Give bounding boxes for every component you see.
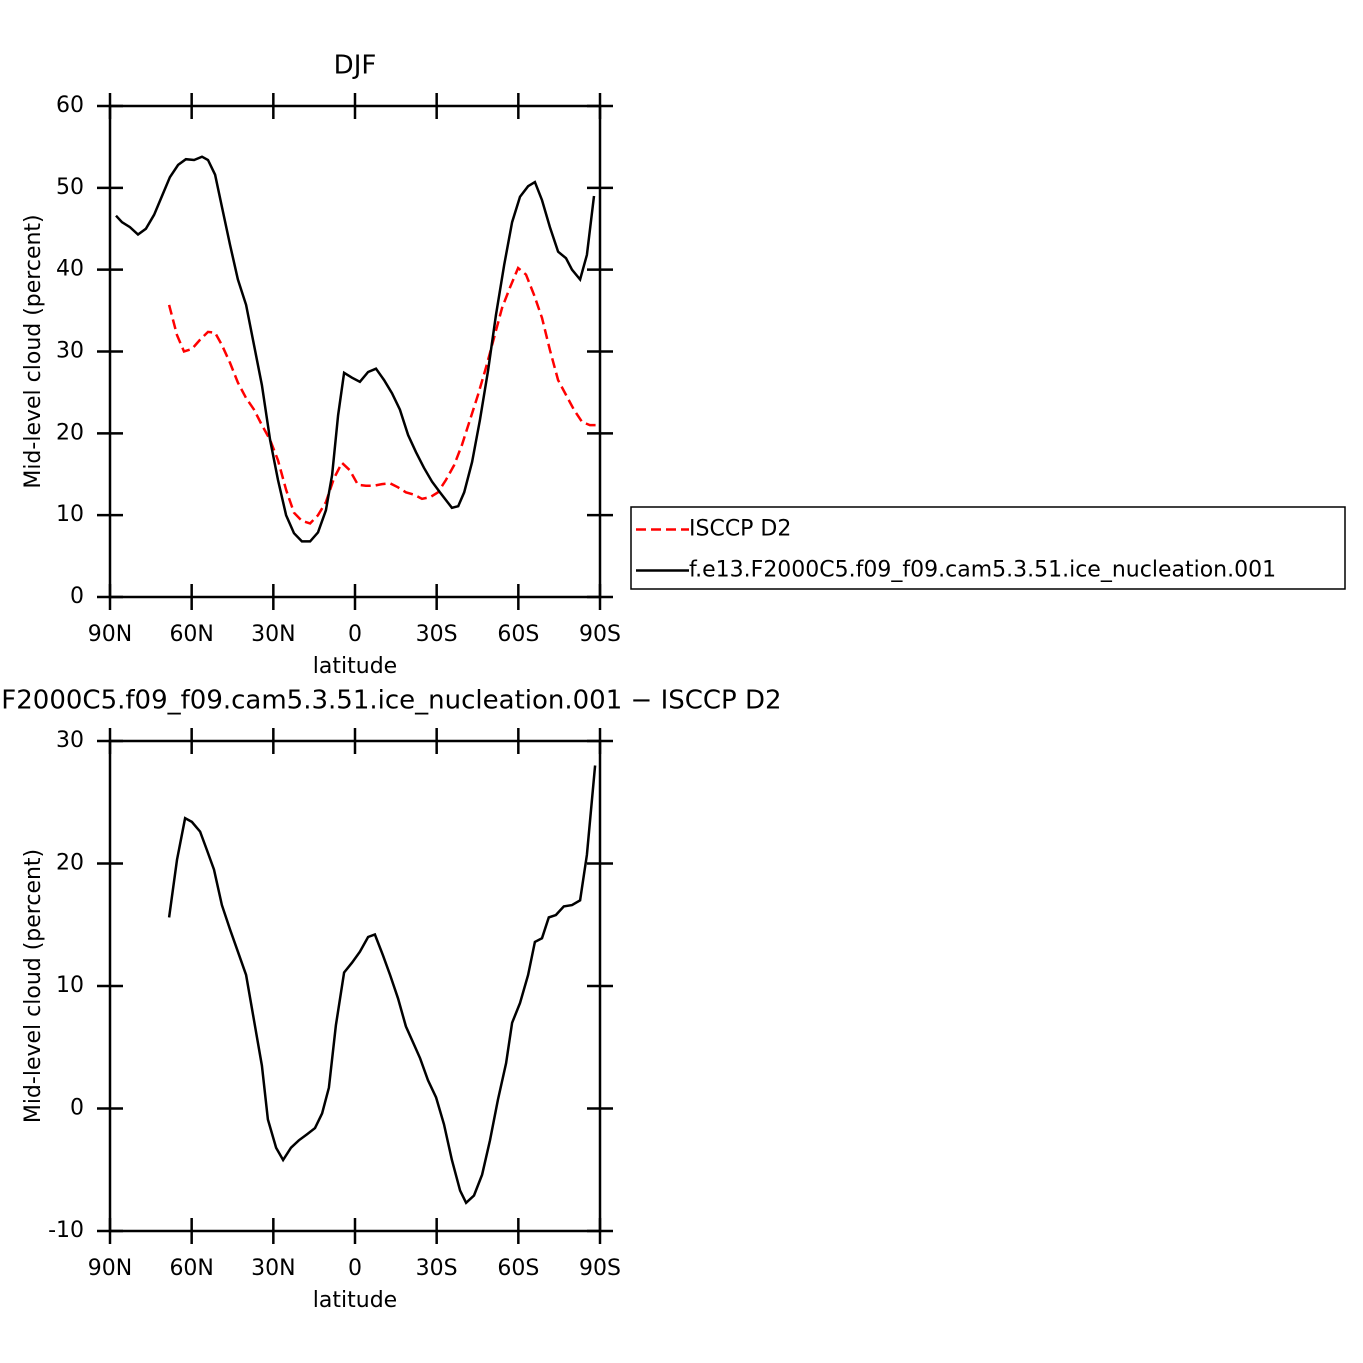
plot-frame bbox=[108, 104, 602, 599]
chart-title: DJF bbox=[334, 51, 377, 81]
y-tick-label: 30 bbox=[56, 339, 84, 364]
y-tick-label: 60 bbox=[56, 93, 84, 118]
x-tick-label: 60S bbox=[497, 1256, 539, 1281]
x-tick-label: 30N bbox=[251, 1256, 295, 1281]
x-tick-label: 90S bbox=[579, 1256, 621, 1281]
x-tick-label: 60S bbox=[497, 622, 539, 647]
y-tick-label: -10 bbox=[48, 1218, 84, 1243]
x-axis-label: latitude bbox=[313, 654, 397, 679]
legend-label: ISCCP D2 bbox=[689, 517, 791, 542]
y-tick-label: 10 bbox=[56, 502, 84, 527]
chart-title: f.e13.F2000C5.f09_f09.cam5.3.51.ice_nucl… bbox=[0, 686, 782, 716]
legend-box bbox=[630, 506, 1346, 590]
x-tick-label: 0 bbox=[348, 622, 362, 647]
x-tick-label: 60N bbox=[169, 1256, 213, 1281]
y-tick-label: 30 bbox=[56, 728, 84, 753]
plot-frame bbox=[108, 739, 602, 1233]
series-line bbox=[115, 155, 596, 543]
y-tick-label: 10 bbox=[56, 973, 84, 998]
y-tick-label: 0 bbox=[70, 584, 84, 609]
series-line bbox=[167, 765, 597, 1205]
y-tick-label: 20 bbox=[56, 420, 84, 445]
y-tick-label: 40 bbox=[56, 257, 84, 282]
y-tick-label: 0 bbox=[70, 1096, 84, 1121]
x-tick-label: 0 bbox=[348, 1256, 362, 1281]
y-axis-label: Mid-level cloud (percent) bbox=[21, 214, 46, 488]
x-tick-label: 90S bbox=[579, 622, 621, 647]
y-tick-label: 50 bbox=[56, 175, 84, 200]
x-tick-label: 30N bbox=[251, 622, 295, 647]
x-tick-label: 90N bbox=[88, 622, 132, 647]
x-tick-label: 30S bbox=[416, 622, 458, 647]
x-axis-label: latitude bbox=[313, 1288, 397, 1313]
x-tick-label: 90N bbox=[88, 1256, 132, 1281]
series-line bbox=[167, 265, 596, 525]
x-tick-label: 60N bbox=[169, 622, 213, 647]
x-tick-label: 30S bbox=[416, 1256, 458, 1281]
legend-label: f.e13.F2000C5.f09_f09.cam5.3.51.ice_nucl… bbox=[689, 558, 1276, 583]
y-axis-label: Mid-level cloud (percent) bbox=[21, 849, 46, 1123]
y-tick-label: 20 bbox=[56, 851, 84, 876]
